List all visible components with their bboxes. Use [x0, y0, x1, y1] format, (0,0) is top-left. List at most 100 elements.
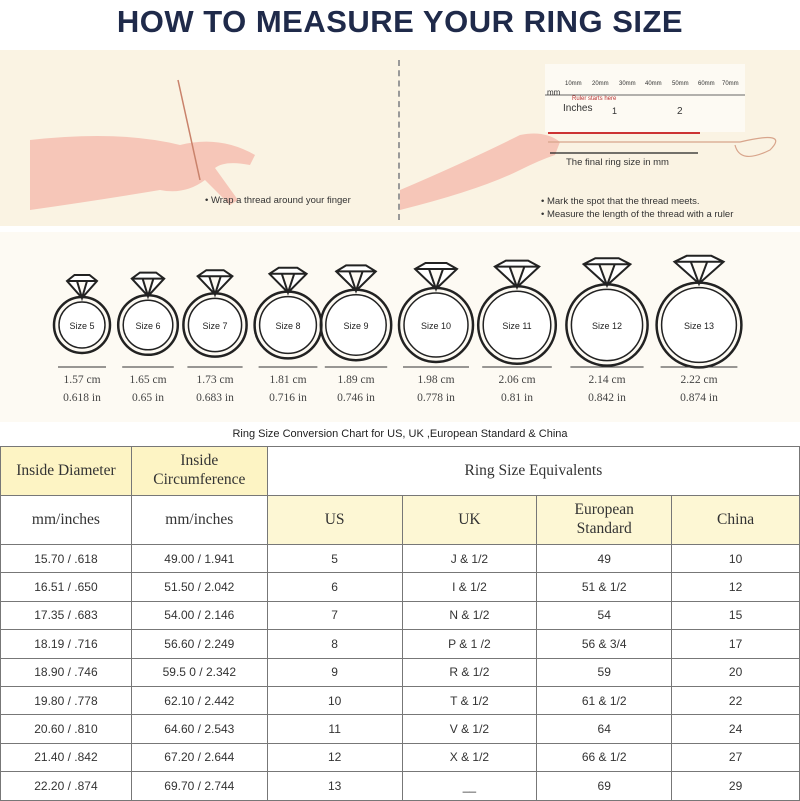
- table-row: 21.40 / .842 67.20 / 2.644 12 X & 1/2 66 & 1…: [0, 742, 800, 773]
- table-cell: 29: [671, 771, 800, 801]
- ring-inner: [58, 301, 106, 349]
- table-cell: 10: [266, 685, 403, 716]
- ring-label: Size 10: [421, 321, 451, 331]
- table-cell: 17.35 / .683: [0, 600, 132, 631]
- table-cell: 56.60 / 2.249: [130, 629, 268, 659]
- ring-9: Size 9 1.89 cm 0.746 in: [319, 264, 393, 404]
- table-cell: V & 1/2: [401, 714, 538, 744]
- ring-cm: 1.65 cm: [129, 374, 166, 386]
- table-cell: 69.70 / 2.744: [130, 771, 268, 801]
- ring-label: Size 12: [592, 321, 622, 331]
- ruler-tick: 20mm: [592, 81, 609, 87]
- ruler-tick: 50mm: [672, 81, 689, 87]
- diamond-icon: [334, 264, 378, 294]
- ring-cm: 1.57 cm: [63, 374, 100, 386]
- table-cell: 51.50 / 2.042: [130, 572, 268, 602]
- ruler: [545, 64, 745, 154]
- table-cell: 18.19 / .716: [0, 629, 132, 659]
- ring-inner: [570, 288, 644, 362]
- table-cell: 21.40 / .842: [0, 742, 132, 773]
- table-cell: R & 1/2: [401, 657, 538, 687]
- ring-inner: [325, 294, 387, 356]
- table-cell: 69: [536, 771, 673, 801]
- ring-cm: 2.06 cm: [498, 374, 535, 386]
- table-cell: 22.20 / .874: [0, 771, 132, 801]
- table-cell: 54: [536, 600, 673, 631]
- table-cell: 27: [671, 742, 800, 773]
- ring-11: Size 11 2.06 cm 0.81 in: [476, 259, 558, 404]
- table-cell: 20: [671, 657, 800, 687]
- ring-cm: 2.22 cm: [680, 374, 717, 386]
- table-cell: __: [401, 771, 538, 801]
- divider: [398, 60, 400, 220]
- ring-inner: [122, 299, 174, 351]
- ring-7: Size 7 1.73 cm 0.683 in: [182, 269, 248, 404]
- ring-in: 0.683 in: [196, 392, 234, 404]
- table-cell: 56 & 3/4: [536, 629, 673, 659]
- ring-cm: 1.73 cm: [196, 374, 233, 386]
- diamond-icon: [581, 257, 633, 289]
- table-cell: 15.70 / .618: [0, 543, 132, 574]
- ring-in: 0.746 in: [337, 392, 375, 404]
- sub-china: China: [671, 495, 800, 545]
- table-cell: T & 1/2: [401, 685, 538, 716]
- table-cell: 5: [266, 543, 403, 574]
- diamond-icon: [493, 259, 541, 291]
- header-circumference: Inside Circumference: [130, 446, 268, 496]
- ring-in: 0.65 in: [132, 392, 164, 404]
- ring-label: Size 5: [69, 321, 94, 331]
- table-cell: 66 & 1/2: [536, 742, 673, 773]
- sub-eu: European Standard: [536, 495, 673, 545]
- table-cell: 15: [671, 600, 800, 631]
- ruler-tick: 60mm: [698, 81, 715, 87]
- table-row: 16.51 / .650 51.50 / 2.042 6 I & 1/2 51 & 1/…: [0, 572, 800, 602]
- table-cell: 49.00 / 1.941: [130, 543, 268, 574]
- instruction-mark: • Mark the spot that the thread meets.: [541, 196, 700, 207]
- table-cell: 8: [266, 629, 403, 659]
- ring-cm: 1.89 cm: [337, 374, 374, 386]
- table-cell: 13: [266, 771, 403, 801]
- ruler-mm-label: mm: [547, 88, 561, 97]
- ring-label: Size 13: [684, 321, 714, 331]
- table-row: 15.70 / .618 49.00 / 1.941 5 J & 1/2 49 10: [0, 543, 800, 574]
- page-title: HOW TO MEASURE YOUR RING SIZE: [116, 4, 684, 39]
- table-row: 20.60 / .810 64.60 / 2.543 11 V & 1/2 64 24: [0, 714, 800, 744]
- ring-6: Size 6 1.65 cm 0.65 in: [116, 271, 180, 404]
- ring-label: Size 7: [202, 321, 227, 331]
- sub-mm: mm/inches: [130, 495, 268, 545]
- ring-label: Size 6: [135, 321, 160, 331]
- ring-5: Size 5 1.57 cm 0.618 in: [52, 274, 112, 404]
- diamond-icon: [672, 254, 726, 287]
- table-row: 19.80 / .778 62.10 / 2.442 10 T & 1/2 61 & 1…: [0, 685, 800, 716]
- diamond-icon: [413, 262, 459, 293]
- table-cell: 22: [671, 685, 800, 716]
- ring-size-guide: Size 5 1.57 cm 0.618 in Size 6 1.65 cm 0.65 i…: [0, 232, 800, 422]
- table-cell: P & 1 /2: [401, 629, 538, 659]
- ring-label: Size 8: [275, 321, 300, 331]
- table-row: 18.90 / .746 59.5 0 / 2.342 9 R & 1/2 59 20: [0, 657, 800, 687]
- ring-inner: [187, 297, 243, 353]
- table-cell: 12: [671, 572, 800, 602]
- ring-in: 0.842 in: [588, 392, 626, 404]
- table-cell: 18.90 / .746: [0, 657, 132, 687]
- table-cell: 62.10 / 2.442: [130, 685, 268, 716]
- table-cell: 17: [671, 629, 800, 659]
- ring-inner: [660, 286, 738, 364]
- ring-cm: 2.14 cm: [588, 374, 625, 386]
- table-cell: 11: [266, 714, 403, 744]
- ring-12: Size 12 2.14 cm 0.842 in: [565, 257, 649, 404]
- ring-in: 0.716 in: [269, 392, 307, 404]
- ring-in: 0.618 in: [63, 392, 101, 404]
- ring-inner: [482, 290, 552, 360]
- ruler-tick: 30mm: [619, 81, 636, 87]
- table-cell: 59.5 0 / 2.342: [130, 657, 268, 687]
- table-cell: J & 1/2: [401, 543, 538, 574]
- ring-in: 0.81 in: [501, 392, 533, 404]
- table-cell: 12: [266, 742, 403, 773]
- ring-cm: 1.81 cm: [269, 374, 306, 386]
- table-cell: 67.20 / 2.644: [130, 742, 268, 773]
- ruler-start-label: Ruler starts here: [572, 96, 617, 102]
- table-cell: 64.60 / 2.543: [130, 714, 268, 744]
- table-cell: 24: [671, 714, 800, 744]
- ring-8: Size 8 1.81 cm 0.716 in: [253, 266, 323, 404]
